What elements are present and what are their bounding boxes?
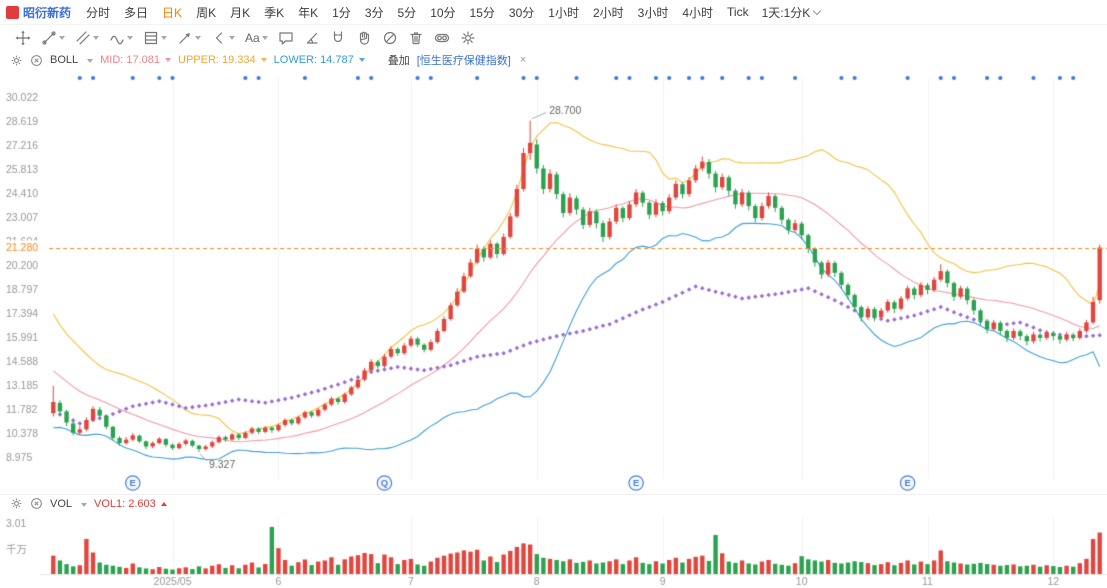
timeframe-tabs: 分时 多日 日K 周K 月K 季K 年K 1分 3分 5分 10分 15分 30分 1小时 2小时 3小时 4小… bbox=[79, 4, 756, 21]
compare-toggle-icon[interactable] bbox=[429, 30, 455, 46]
tab-3分[interactable]: 3分 bbox=[364, 5, 384, 20]
interval-selector-label: 1天:1分K bbox=[761, 5, 811, 20]
tab-季K[interactable]: 季K bbox=[264, 5, 285, 20]
trendline-tool-icon[interactable] bbox=[36, 30, 70, 46]
drawing-settings-icon[interactable] bbox=[455, 30, 481, 46]
indicator-chevron-down-icon[interactable] bbox=[85, 54, 94, 66]
chevron-down-icon bbox=[261, 35, 268, 40]
vol1-number: 2.603 bbox=[128, 497, 156, 510]
tab-4小时[interactable]: 4小时 bbox=[682, 5, 714, 20]
tab-周K[interactable]: 周K bbox=[196, 5, 217, 20]
volume-indicator-name[interactable]: VOL bbox=[50, 497, 73, 510]
tab-1小时[interactable]: 1小时 bbox=[548, 5, 579, 20]
channel-tool-icon[interactable] bbox=[70, 30, 104, 46]
stock-logo-icon bbox=[6, 5, 19, 19]
boll-upper-caret-icon bbox=[260, 58, 267, 62]
boll-upper-value[interactable]: UPPER: 19.334 bbox=[178, 54, 267, 66]
overlay-index-link[interactable]: [恒生医疗保健指数] bbox=[416, 55, 511, 67]
overlay-close-icon[interactable]: × bbox=[519, 54, 527, 66]
arrow-mark-tool-icon[interactable] bbox=[172, 30, 206, 46]
volume-hide-icon[interactable] bbox=[30, 497, 43, 510]
vol1-up-triangle-icon bbox=[160, 501, 167, 506]
stock-name[interactable]: 昭衍新药 bbox=[4, 4, 79, 21]
main-chart-canvas[interactable] bbox=[0, 70, 1107, 494]
indicator-settings-icon[interactable] bbox=[10, 54, 23, 67]
volume-chevron-down-icon[interactable] bbox=[79, 498, 88, 510]
hand-tool-icon[interactable] bbox=[351, 30, 377, 46]
back-arrow-icon[interactable] bbox=[206, 30, 240, 46]
indicator-name[interactable]: BOLL bbox=[50, 54, 79, 66]
hide-drawings-icon[interactable] bbox=[377, 30, 403, 46]
drawing-toolbar: Aa bbox=[0, 25, 1107, 50]
text-tool-icon[interactable]: Aa bbox=[240, 32, 273, 44]
delete-drawings-icon[interactable] bbox=[403, 30, 429, 46]
boll-lower-number: 14.787 bbox=[320, 54, 354, 66]
tab-1分[interactable]: 1分 bbox=[332, 5, 351, 20]
overlay-add-button[interactable]: 叠加 bbox=[387, 55, 410, 67]
comment-tool-icon[interactable] bbox=[273, 30, 299, 46]
fibonacci-tool-icon[interactable] bbox=[138, 30, 172, 46]
chevron-down-icon bbox=[229, 35, 235, 40]
move-tool-icon[interactable] bbox=[10, 30, 36, 46]
tab-多日[interactable]: 多日 bbox=[124, 5, 149, 20]
magnet-tool-icon[interactable] bbox=[325, 30, 351, 46]
interval-selector[interactable]: 1天:1分K bbox=[761, 4, 822, 21]
boll-upper-number: 19.334 bbox=[222, 54, 256, 66]
wave-tool-icon[interactable] bbox=[104, 30, 138, 46]
boll-lower-label: LOWER: bbox=[273, 54, 318, 66]
tab-15分[interactable]: 15分 bbox=[469, 5, 495, 20]
vol1-value: VOL1: 2.603 bbox=[94, 498, 167, 510]
boll-lower-caret-icon bbox=[358, 58, 365, 62]
tab-5分[interactable]: 5分 bbox=[397, 5, 417, 20]
tab-日K[interactable]: 日K bbox=[162, 5, 183, 20]
boll-mid-value[interactable]: MID: 17.081 bbox=[100, 54, 172, 66]
boll-mid-label: MID: bbox=[100, 54, 124, 66]
boll-mid-number: 17.081 bbox=[126, 54, 161, 66]
chevron-down-icon bbox=[161, 35, 167, 40]
timeframe-bar: 昭衍新药 分时 多日 日K 周K 月K 季K 年K 1分 3分 5分 10分 15分 30分 1小时 2小时… bbox=[0, 0, 1107, 25]
tab-年K[interactable]: 年K bbox=[298, 5, 319, 20]
chevron-down-icon bbox=[195, 35, 201, 40]
indicator-bar: BOLL MID: 17.081 UPPER: 19.334 LOWER: 14.78… bbox=[0, 50, 1107, 70]
volume-settings-icon[interactable] bbox=[10, 497, 23, 510]
chevron-down-icon bbox=[93, 35, 99, 40]
angle-tool-icon[interactable] bbox=[299, 30, 325, 46]
vol1-label: VOL1: bbox=[94, 497, 126, 510]
tab-分时[interactable]: 分时 bbox=[86, 5, 111, 20]
tab-10分[interactable]: 10分 bbox=[430, 5, 456, 20]
indicator-hide-icon[interactable] bbox=[30, 54, 43, 67]
chevron-down-icon bbox=[813, 6, 822, 15]
tab-3小时[interactable]: 3小时 bbox=[637, 5, 669, 20]
tab-2小时[interactable]: 2小时 bbox=[592, 5, 624, 20]
volume-bar: VOL VOL1: 2.603 bbox=[0, 494, 1107, 512]
boll-upper-label: UPPER: bbox=[178, 54, 219, 66]
tab-Tick[interactable]: Tick bbox=[727, 5, 749, 19]
boll-mid-caret-icon bbox=[165, 58, 172, 62]
stock-name-label: 昭衍新药 bbox=[23, 5, 72, 20]
tab-月K[interactable]: 月K bbox=[230, 5, 251, 20]
tab-30分[interactable]: 30分 bbox=[508, 5, 535, 20]
chevron-down-icon bbox=[59, 35, 65, 40]
chevron-down-icon bbox=[127, 35, 133, 40]
boll-lower-value[interactable]: LOWER: 14.787 bbox=[274, 54, 365, 66]
volume-chart-canvas[interactable] bbox=[0, 512, 1107, 588]
